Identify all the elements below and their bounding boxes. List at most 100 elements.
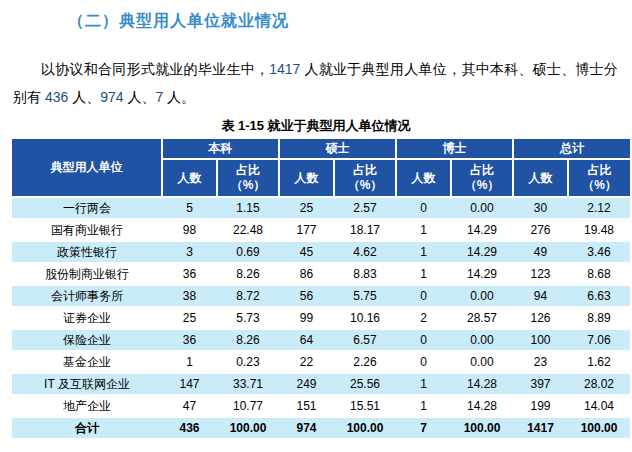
row-label: 基金企业 — [12, 351, 162, 373]
stat-number: 974 — [100, 89, 123, 105]
subheader-count: 人数 — [513, 159, 568, 197]
value-cell: 3 — [162, 241, 217, 263]
value-cell: 0.00 — [451, 285, 513, 307]
col-group-bachelor: 本科 — [162, 139, 279, 159]
table-body: 一行两会51.15252.5700.00302.12国有商业银行9822.481… — [12, 197, 630, 439]
value-cell: 94 — [513, 285, 568, 307]
value-cell: 8.72 — [217, 285, 279, 307]
value-cell: 25 — [279, 197, 334, 219]
paragraph-text: 人、 — [124, 89, 156, 105]
value-cell: 86 — [279, 263, 334, 285]
value-cell: 99 — [279, 307, 334, 329]
value-cell: 33.71 — [217, 373, 279, 395]
value-cell: 1 — [396, 241, 451, 263]
value-cell: 7 — [396, 417, 451, 439]
table-row: 基金企业10.23222.2600.00231.62 — [12, 351, 630, 373]
value-cell: 100.00 — [334, 417, 396, 439]
value-cell: 2 — [396, 307, 451, 329]
value-cell: 14.29 — [451, 241, 513, 263]
value-cell: 5.73 — [217, 307, 279, 329]
value-cell: 15.51 — [334, 395, 396, 417]
value-cell: 126 — [513, 307, 568, 329]
value-cell: 8.89 — [568, 307, 630, 329]
value-cell: 0.23 — [217, 351, 279, 373]
header-group-row: 典型用人单位 本科 硕士 博士 总计 — [12, 139, 630, 159]
value-cell: 100.00 — [451, 417, 513, 439]
col-group-doctor: 博士 — [396, 139, 513, 159]
value-cell: 18.17 — [334, 219, 396, 241]
value-cell: 1.62 — [568, 351, 630, 373]
value-cell: 1 — [396, 373, 451, 395]
value-cell: 6.57 — [334, 329, 396, 351]
value-cell: 28.57 — [451, 307, 513, 329]
table-row: 政策性银行30.69454.62114.29493.46 — [12, 241, 630, 263]
value-cell: 1 — [396, 219, 451, 241]
row-label: 会计师事务所 — [12, 285, 162, 307]
value-cell: 8.26 — [217, 329, 279, 351]
subheader-count: 人数 — [396, 159, 451, 197]
value-cell: 0.69 — [217, 241, 279, 263]
value-cell: 0.00 — [451, 351, 513, 373]
value-cell: 0 — [396, 285, 451, 307]
table-row: 股份制商业银行368.26868.83114.291238.68 — [12, 263, 630, 285]
stat-number: 436 — [45, 89, 68, 105]
value-cell: 397 — [513, 373, 568, 395]
total-row: 合计436100.00974100.007100.001417100.00 — [12, 417, 630, 439]
value-cell: 7.06 — [568, 329, 630, 351]
value-cell: 100.00 — [568, 417, 630, 439]
col-group-total: 总计 — [513, 139, 630, 159]
report-page: （二）典型用人单位就业情况 以协议和合同形式就业的毕业生中，1417 人就业于典… — [0, 10, 632, 440]
table-row: 一行两会51.15252.5700.00302.12 — [12, 197, 630, 219]
value-cell: 56 — [279, 285, 334, 307]
paragraph-text: 人。 — [163, 89, 195, 105]
value-cell: 147 — [162, 373, 217, 395]
value-cell: 8.83 — [334, 263, 396, 285]
value-cell: 45 — [279, 241, 334, 263]
value-cell: 1 — [396, 263, 451, 285]
row-label: 地产企业 — [12, 395, 162, 417]
table-row: IT 及互联网企业14733.7124925.56114.2839728.02 — [12, 373, 630, 395]
paragraph-text: 以协议和合同形式就业的毕业生中， — [41, 61, 269, 77]
table-header: 典型用人单位 本科 硕士 博士 总计 人数 占比 （%） 人数 占比 （%） 人… — [12, 139, 630, 197]
value-cell: 64 — [279, 329, 334, 351]
row-label: 保险企业 — [12, 329, 162, 351]
table-row: 保险企业368.26646.5700.001007.06 — [12, 329, 630, 351]
value-cell: 974 — [279, 417, 334, 439]
value-cell: 6.63 — [568, 285, 630, 307]
table-title: 表 1-15 就业于典型用人单位情况 — [0, 117, 632, 134]
intro-paragraph: 以协议和合同形式就业的毕业生中，1417 人就业于典型用人单位，其中本科、硕士、… — [13, 55, 618, 111]
value-cell: 0.00 — [451, 329, 513, 351]
row-label: 股份制商业银行 — [12, 263, 162, 285]
value-cell: 25.56 — [334, 373, 396, 395]
value-cell: 2.57 — [334, 197, 396, 219]
value-cell: 1 — [162, 351, 217, 373]
value-cell: 19.48 — [568, 219, 630, 241]
value-cell: 2.12 — [568, 197, 630, 219]
subheader-percent: 占比 （%） — [334, 159, 396, 197]
value-cell: 36 — [162, 263, 217, 285]
subheader-percent: 占比 （%） — [217, 159, 279, 197]
value-cell: 1.15 — [217, 197, 279, 219]
value-cell: 0 — [396, 197, 451, 219]
value-cell: 249 — [279, 373, 334, 395]
value-cell: 25 — [162, 307, 217, 329]
value-cell: 0.00 — [451, 197, 513, 219]
table-row: 会计师事务所388.72565.7500.00946.63 — [12, 285, 630, 307]
value-cell: 2.26 — [334, 351, 396, 373]
value-cell: 199 — [513, 395, 568, 417]
value-cell: 10.16 — [334, 307, 396, 329]
value-cell: 5.75 — [334, 285, 396, 307]
row-label: 政策性银行 — [12, 241, 162, 263]
table-row: 国有商业银行9822.4817718.17114.2927619.48 — [12, 219, 630, 241]
value-cell: 22.48 — [217, 219, 279, 241]
value-cell: 123 — [513, 263, 568, 285]
value-cell: 28.02 — [568, 373, 630, 395]
value-cell: 1 — [396, 395, 451, 417]
stat-number: 1417 — [269, 61, 300, 77]
subheader-count: 人数 — [279, 159, 334, 197]
value-cell: 151 — [279, 395, 334, 417]
value-cell: 8.26 — [217, 263, 279, 285]
value-cell: 14.04 — [568, 395, 630, 417]
row-label: 一行两会 — [12, 197, 162, 219]
value-cell: 0 — [396, 351, 451, 373]
